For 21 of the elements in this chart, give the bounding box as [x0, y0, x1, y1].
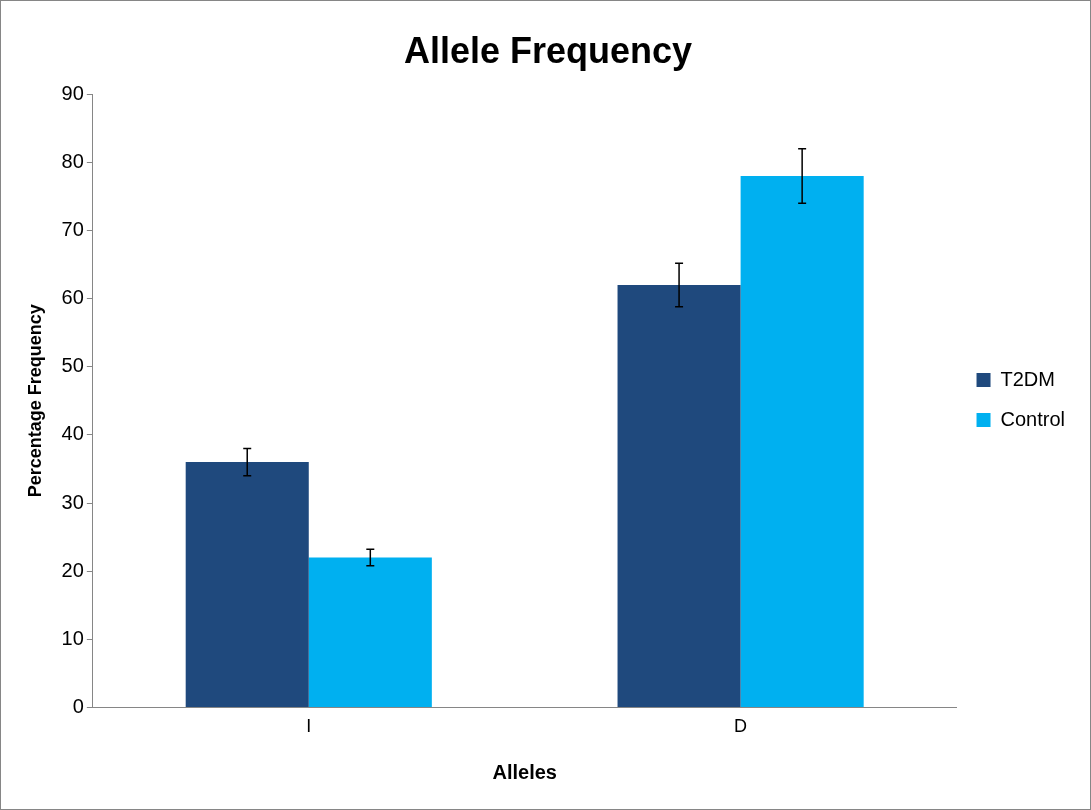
- y-tick-label: 30: [61, 490, 84, 513]
- y-tick-label: 80: [61, 149, 84, 172]
- bar: [185, 462, 309, 707]
- y-tick-label: 0: [72, 694, 84, 717]
- legend-label: T2DM: [1000, 367, 1055, 390]
- x-tick-label: I: [306, 716, 312, 737]
- bar: [617, 284, 741, 707]
- legend-label: Control: [1000, 407, 1066, 430]
- bar: [308, 557, 432, 707]
- y-tick-label: 10: [61, 626, 84, 649]
- x-tick-label: D: [734, 716, 748, 737]
- y-tick-label: 20: [61, 558, 84, 581]
- y-axis-title: Percentage Frequency: [24, 304, 45, 498]
- y-tick-label: 50: [61, 354, 84, 377]
- y-tick-label: 90: [61, 81, 84, 104]
- chart-title: Allele Frequency: [403, 29, 693, 71]
- y-tick-label: 70: [61, 217, 84, 240]
- bar: [740, 175, 864, 707]
- y-tick-label: 40: [61, 422, 84, 445]
- y-tick-label: 60: [61, 286, 84, 309]
- x-axis-title: Alleles: [492, 760, 557, 783]
